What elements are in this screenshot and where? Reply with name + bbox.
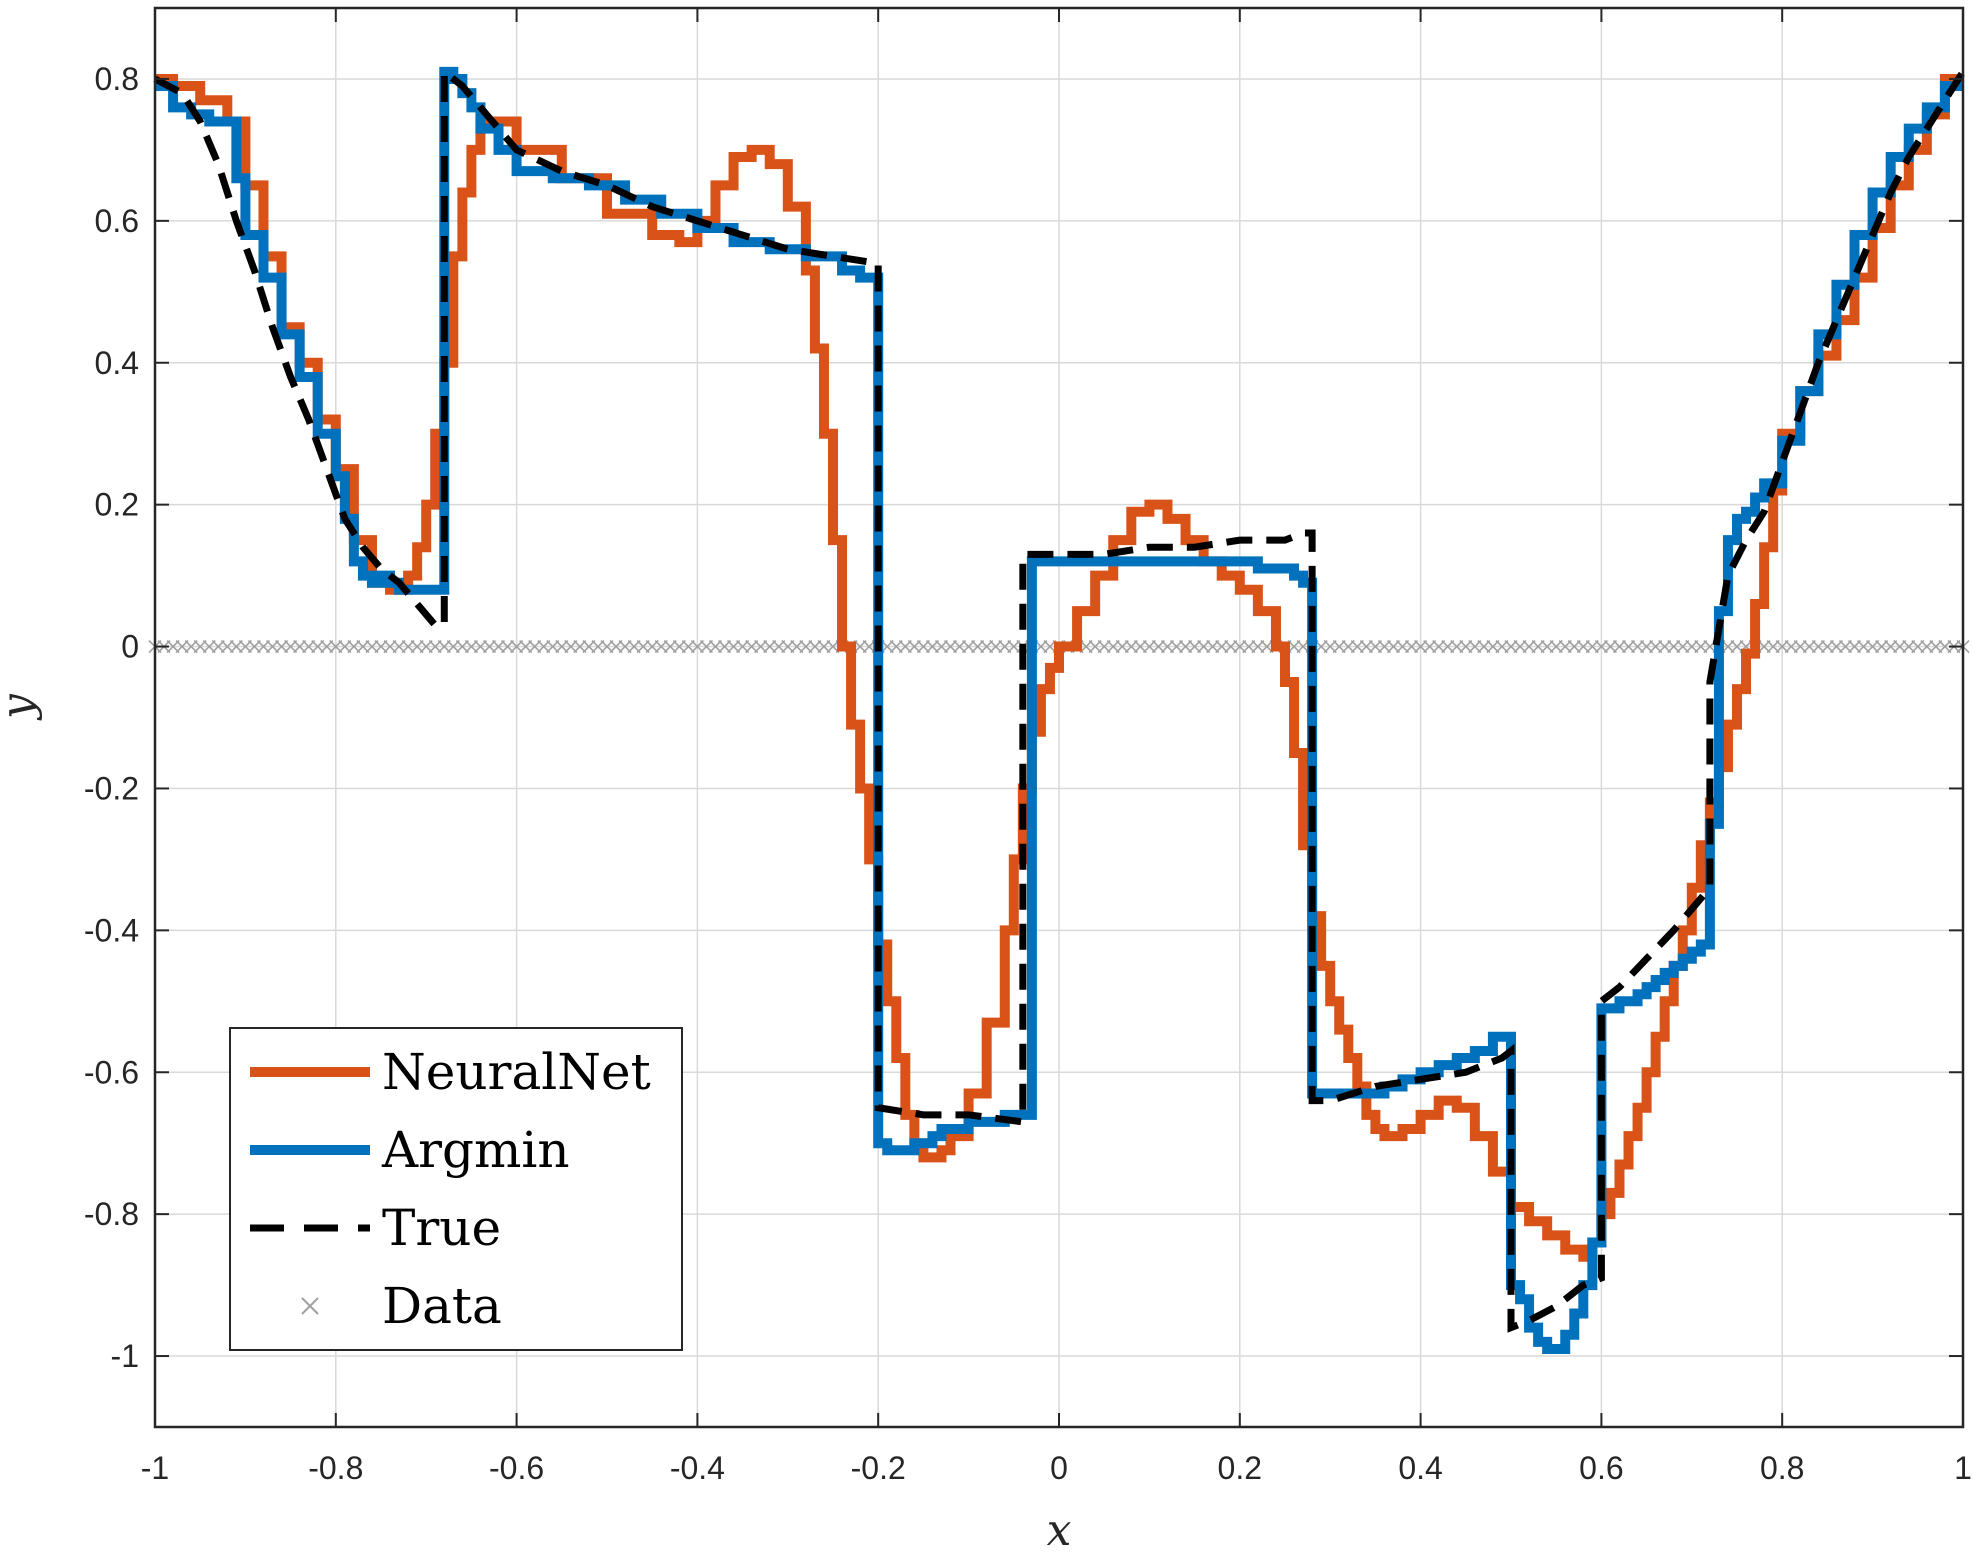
tick-labels: -1 -0.8 -0.6 -0.4 -0.2 0 0.2 0.4 0.6 0.8 1 -1 -0.8 -0…: [84, 61, 1972, 1486]
x-tick-label: 0.2: [1218, 1450, 1262, 1486]
y-tick-label: -0.8: [84, 1196, 139, 1232]
y-tick-label: 0.4: [95, 345, 139, 381]
y-tick-label: 0.8: [95, 61, 139, 97]
x-tick-label: -0.6: [489, 1450, 544, 1486]
legend-box: [229, 1027, 683, 1351]
y-axis-label: y: [0, 693, 43, 721]
x-tick-label: 0: [1050, 1450, 1068, 1486]
series-group: [148, 64, 1970, 1354]
legend-entry-argmin: Argmin: [250, 1121, 570, 1179]
x-tick-label: 0.6: [1579, 1450, 1623, 1486]
legend-entry-data: Data: [301, 1277, 502, 1335]
legend-swatch: [301, 1297, 319, 1315]
y-tick-label: 0.6: [95, 203, 139, 239]
x-axis-label: x: [1047, 1505, 1072, 1555]
legend-entry-true: True: [250, 1199, 501, 1257]
x-tick-label: 0.8: [1760, 1450, 1804, 1486]
x-tick-label: -0.2: [851, 1450, 906, 1486]
x-tick-label: 0.4: [1398, 1450, 1442, 1486]
legend-label: NeuralNet: [382, 1043, 651, 1101]
y-tick-label: -1: [111, 1338, 139, 1374]
x-tick-label: -1: [141, 1450, 169, 1486]
x-tick-label: -0.8: [308, 1450, 363, 1486]
x-tick-label: 1: [1954, 1450, 1972, 1486]
legend-entry-neuralnet: NeuralNet: [250, 1043, 651, 1101]
y-tick-label: -0.4: [84, 912, 139, 948]
x-tick-label: -0.4: [670, 1450, 725, 1486]
y-tick-label: -0.6: [84, 1054, 139, 1090]
legend: NeuralNet Argmin True Data: [229, 1027, 683, 1351]
y-tick-label: -0.2: [84, 770, 139, 806]
axes-box: [153, 6, 1965, 1429]
legend-label: True: [382, 1199, 501, 1257]
legend-label: Argmin: [381, 1121, 570, 1179]
y-tick-label: 0: [121, 629, 139, 665]
series-line-true: [153, 64, 1966, 1333]
series-line-neuralnet: [155, 73, 1963, 1262]
legend-label: Data: [382, 1277, 502, 1335]
y-tick-label: 0.2: [95, 487, 139, 523]
